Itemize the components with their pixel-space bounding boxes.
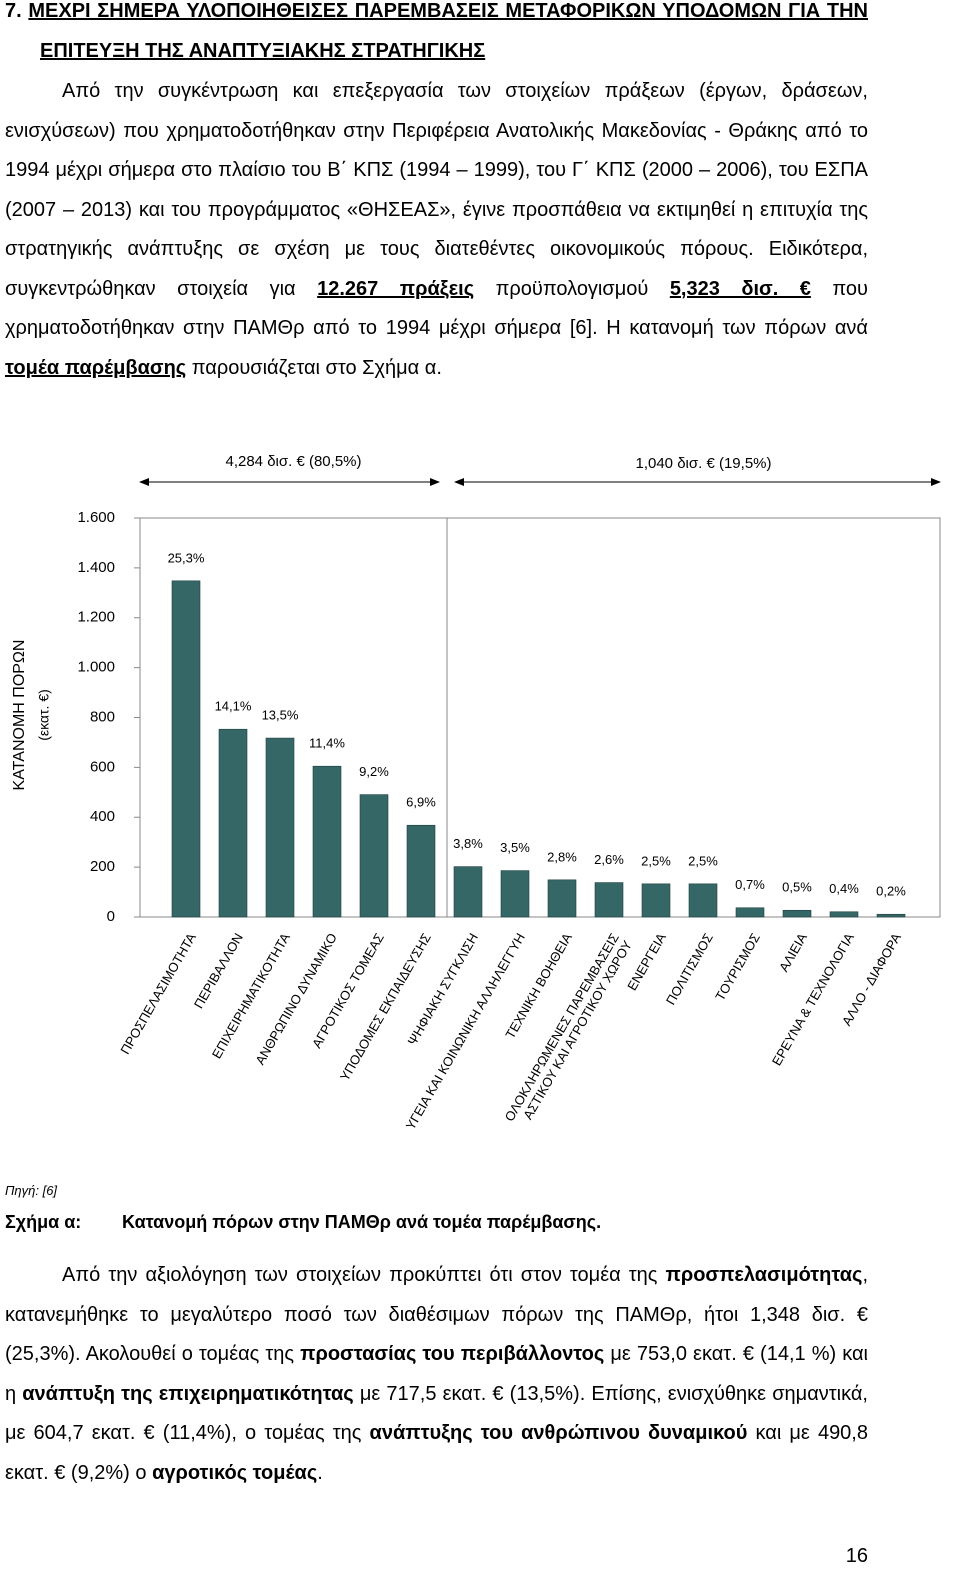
text: και με 490,8 εκατ. € (9,2%) ο — [5, 1422, 868, 1484]
bar — [406, 824, 436, 918]
text: με 753,0 εκατ. € (14,1 %) και η — [5, 1343, 868, 1405]
share-label: 3,8% — [453, 836, 483, 851]
bar — [876, 913, 906, 918]
share-label: 2,8% — [547, 849, 577, 864]
text: τομέα παρέμβασης — [5, 356, 187, 379]
share-label: 11,4% — [309, 736, 345, 751]
text: ανάπτυξη της επιχειρηματικότητας — [22, 1382, 354, 1405]
bar — [829, 911, 859, 918]
share-label: 0,4% — [829, 881, 859, 896]
share-label: 25,3% — [168, 550, 205, 565]
bar — [688, 883, 718, 918]
share-label: 2,6% — [594, 852, 624, 867]
y-tick-label: 1.200 — [77, 609, 115, 626]
share-label: 2,5% — [641, 853, 671, 868]
y-tick-label: 1.600 — [77, 509, 115, 526]
y-tick-label: 600 — [90, 758, 115, 775]
text: 5,323 δισ. € — [669, 277, 811, 300]
share-label: 0,2% — [876, 884, 906, 899]
bar — [218, 728, 248, 918]
share-label: 6,9% — [406, 795, 436, 810]
text: Από την συγκέντρωση και επεξεργασία των … — [5, 80, 868, 300]
text: προσπελασιμότητας — [665, 1264, 863, 1286]
y-tick-label: 400 — [90, 808, 115, 825]
heading-title: ΜΕΧΡΙ ΣΗΜΕΡΑ ΥΛΟΠΟΙΗΘΕΙΣΕΣ ΠΑΡΕΜΒΑΣΕΙΣ Μ… — [28, 0, 868, 62]
bar — [641, 883, 671, 918]
text: προστασίας του περιβάλλοντος — [300, 1343, 605, 1365]
page-number: 16 — [845, 1545, 868, 1567]
text: παρουσιάζεται στο Σχήμα α. — [186, 356, 442, 379]
chart: 4,284 δισ. € (80,5%) 1,040 δισ. € (19,5%)… — [0, 440, 960, 1180]
y-tick-label: 1.000 — [77, 659, 115, 676]
bar — [547, 879, 577, 918]
intro-paragraph: Από την συγκέντρωση και επεξεργασία των … — [5, 72, 868, 388]
caption-text: Κατανομή πόρων στην ΠΑΜΘρ ανά τομέα παρέ… — [122, 1212, 602, 1232]
bar — [359, 794, 389, 918]
bar — [312, 765, 342, 918]
bar — [453, 866, 483, 918]
text: Από την αξιολόγηση των στοιχείων προκύπτ… — [62, 1264, 666, 1286]
bar — [500, 870, 530, 918]
heading: 7. ΜΕΧΡΙ ΣΗΜΕΡΑ ΥΛΟΠΟΙΗΘΕΙΣΕΣ ΠΑΡΕΜΒΑΣΕΙ… — [5, 0, 868, 71]
text: που χρηματοδοτήθηκαν στην ΠΑΜΘρ από το 1… — [5, 277, 868, 340]
text: με 717,5 εκατ. € (13,5%). Επίσης, ενισχύ… — [5, 1382, 868, 1445]
share-label: 3,5% — [500, 840, 530, 855]
caption-label: Σχήμα α: — [5, 1212, 82, 1232]
share-label: 2,5% — [688, 853, 718, 868]
heading-number: 7. — [5, 0, 22, 22]
share-label: 0,5% — [782, 880, 812, 895]
source: Πηγή: [6] — [5, 1183, 58, 1198]
y-tick-label: 0 — [107, 908, 115, 925]
analysis-paragraph: Από την αξιολόγηση των στοιχείων προκύπτ… — [5, 1256, 868, 1493]
text: , κατανεμήθηκε το μεγαλύτερο ποσό των δι… — [5, 1264, 868, 1365]
chart-svg: 4,284 δισ. € (80,5%) 1,040 δισ. € (19,5%)… — [11, 453, 941, 925]
text: προϋπολογισμού — [474, 277, 670, 300]
bar — [265, 737, 295, 918]
bar — [782, 909, 812, 918]
y-tick-label: 200 — [90, 858, 115, 875]
bar — [735, 907, 765, 918]
y-axis-title: ΚΑΤΑΝΟΜΗ ΠΟΡΩΝ — [11, 640, 28, 791]
share-label: 0,7% — [735, 877, 765, 892]
text: 12.267 πράξεις — [317, 277, 475, 300]
bar — [594, 882, 624, 918]
y-tick-label: 1.400 — [77, 559, 115, 576]
share-label: 9,2% — [359, 764, 389, 779]
share-label: 14,1% — [215, 699, 252, 714]
text: ανάπτυξης του ανθρώπινου δυναμικού — [369, 1422, 748, 1444]
share-label: 13,5% — [262, 708, 299, 723]
annotation: 4,284 δισ. € (80,5%) — [225, 453, 361, 470]
y-axis-title: (εκατ. €) — [36, 689, 52, 741]
plot-frame — [139, 517, 941, 918]
bar — [171, 580, 201, 918]
annotation: 1,040 δισ. € (19,5%) — [635, 455, 771, 472]
text: . — [317, 1461, 323, 1484]
y-tick-label: 800 — [90, 708, 115, 725]
text: αγροτικός τομέας — [152, 1461, 318, 1484]
